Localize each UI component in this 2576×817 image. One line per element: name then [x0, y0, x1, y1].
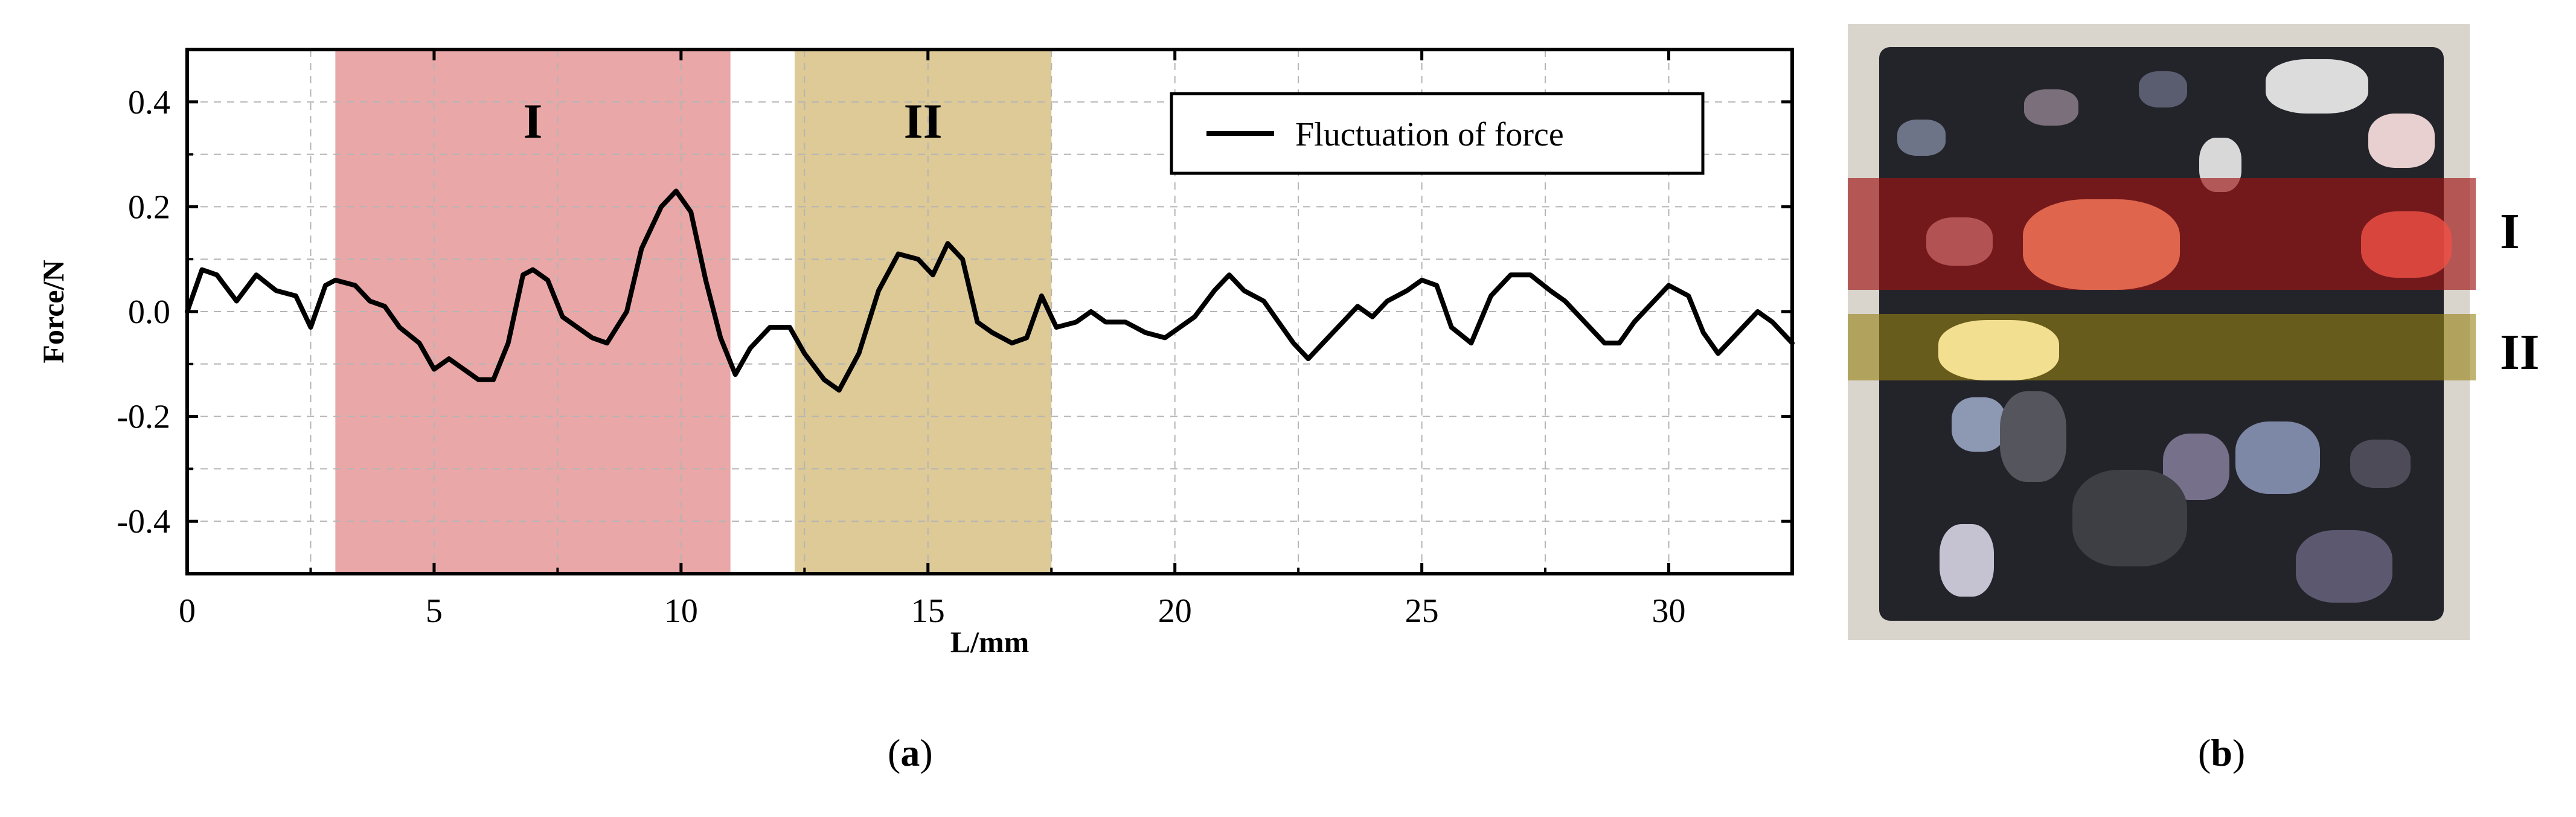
- plot-area: I II0 5 10 15 20 25 300.40.20.0-0.2-0.4L/mmForc…: [36, 48, 1795, 659]
- photo-zone-label-I: I: [2500, 203, 2520, 260]
- force-series-line: [185, 188, 1795, 393]
- region-label-II: II: [904, 94, 943, 149]
- caption-panel-b: (b): [2198, 731, 2246, 774]
- y-axis-title: Force/N: [36, 260, 70, 363]
- caption-panel-a: (a): [888, 731, 933, 774]
- legend-box: [1170, 92, 1705, 175]
- x-tick-label: 0: [179, 592, 196, 630]
- x-tick-label: 20: [1158, 592, 1192, 630]
- x-tick-label: 25: [1405, 592, 1439, 630]
- specimen-photo: [1848, 24, 2476, 640]
- x-tick-label: 15: [911, 592, 945, 630]
- photo-zone-label-II: II: [2500, 324, 2540, 380]
- x-tick-label: 5: [426, 592, 443, 630]
- y-tick-label: 0.4: [128, 84, 170, 121]
- region-label-I: I: [524, 94, 543, 149]
- y-tick-label: 0.2: [128, 188, 170, 226]
- x-axis-title: L/mm: [950, 625, 1030, 659]
- x-tick-label: 10: [664, 592, 698, 630]
- force-chart: I II0 5 10 15 20 25 300.40.20.0-0.2-0.4L/mmForc…: [36, 48, 1795, 659]
- legend-label: Fluctuation of force: [1295, 116, 1564, 153]
- y-tick-label: -0.2: [117, 399, 170, 436]
- x-tick-label: 30: [1652, 592, 1686, 630]
- y-tick-label: -0.4: [117, 503, 170, 540]
- y-tick-label: 0.0: [128, 293, 170, 331]
